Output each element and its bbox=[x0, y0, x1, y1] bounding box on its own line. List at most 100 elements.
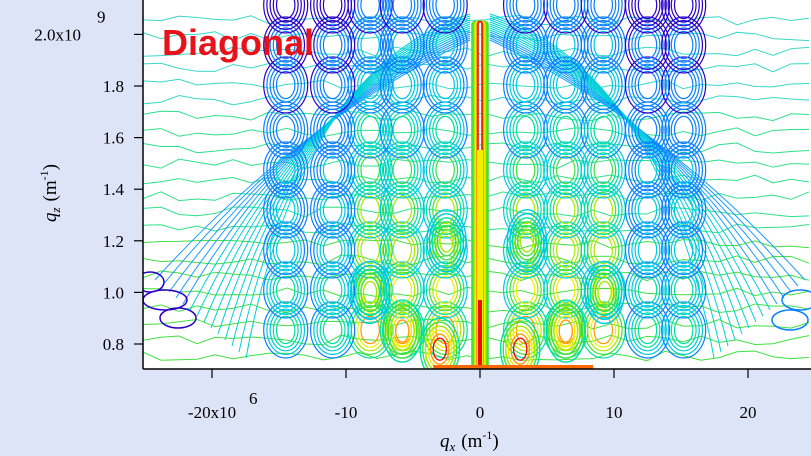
contour-line bbox=[555, 195, 576, 225]
contour-line bbox=[357, 0, 384, 23]
y-tick-label: 1.2 bbox=[103, 232, 124, 251]
contour-line bbox=[310, 56, 356, 114]
contour-line bbox=[322, 275, 343, 305]
contour-line bbox=[552, 152, 579, 188]
contour-line bbox=[382, 59, 422, 110]
peak-contour bbox=[392, 315, 413, 347]
contour-line bbox=[587, 0, 620, 27]
contour-line bbox=[432, 27, 459, 63]
contour-line bbox=[435, 195, 455, 225]
contour-line bbox=[266, 59, 306, 110]
contour-line bbox=[386, 0, 419, 27]
peak-contour bbox=[512, 337, 528, 361]
peak-contour bbox=[545, 299, 587, 363]
contour-line bbox=[637, 155, 658, 185]
contour-line bbox=[555, 235, 576, 265]
contour-line bbox=[515, 275, 536, 305]
contour-line bbox=[379, 141, 425, 199]
contour-line bbox=[266, 305, 306, 356]
contour-line bbox=[379, 261, 425, 319]
contour-line bbox=[634, 0, 661, 23]
peak-contour bbox=[555, 315, 576, 347]
y-axis-label: qz(m-1) bbox=[37, 164, 63, 222]
contour-line bbox=[590, 27, 617, 63]
contour-line bbox=[357, 67, 384, 103]
contour-line bbox=[322, 70, 343, 100]
contour-line bbox=[593, 115, 614, 145]
contour-line bbox=[357, 232, 384, 268]
contour-line bbox=[664, 265, 704, 316]
contour-line bbox=[319, 272, 346, 308]
y-tick-label: 1.8 bbox=[103, 77, 124, 96]
contour-line bbox=[587, 188, 620, 232]
peak-contour bbox=[426, 209, 467, 273]
contour-line bbox=[664, 305, 704, 356]
peak-contour bbox=[499, 317, 541, 369]
contour-line bbox=[781, 289, 811, 311]
contour-line bbox=[428, 228, 462, 272]
contour-line bbox=[670, 27, 697, 63]
peak-contour bbox=[436, 225, 457, 257]
contour-line bbox=[143, 94, 810, 106]
contour-line bbox=[386, 228, 419, 272]
contour-line bbox=[661, 0, 707, 34]
contour-line bbox=[515, 0, 536, 20]
contour-line bbox=[263, 56, 309, 114]
peak-contour bbox=[434, 221, 460, 261]
contour-line bbox=[275, 30, 296, 60]
contour-line bbox=[624, 301, 671, 359]
contour-line bbox=[590, 0, 617, 23]
contour-line bbox=[670, 272, 697, 308]
contour-line bbox=[143, 350, 810, 362]
contour-line bbox=[661, 141, 707, 199]
contour-line bbox=[435, 30, 455, 60]
peak-contour bbox=[505, 325, 536, 369]
contour-line bbox=[634, 272, 661, 308]
peak-contour bbox=[381, 299, 423, 363]
contour-line bbox=[379, 16, 425, 74]
contour-line bbox=[392, 195, 413, 225]
contour-line bbox=[360, 315, 380, 345]
contour-line bbox=[272, 0, 299, 23]
contour-line bbox=[425, 145, 465, 196]
contour-line bbox=[319, 67, 346, 103]
contour-line bbox=[231, 17, 471, 347]
contour-line bbox=[667, 148, 700, 192]
contour-line bbox=[509, 63, 542, 107]
contour-line bbox=[667, 188, 700, 232]
contour-line bbox=[512, 312, 539, 348]
contour-line bbox=[435, 0, 455, 20]
peak-contour bbox=[550, 307, 581, 355]
peak-contour bbox=[548, 303, 584, 359]
contour-line bbox=[360, 155, 380, 185]
contour-line bbox=[634, 232, 661, 268]
contour-line bbox=[316, 228, 349, 272]
peak-contour bbox=[597, 280, 612, 305]
contour-line bbox=[673, 235, 694, 265]
contour-line bbox=[624, 141, 671, 199]
contour-line bbox=[382, 145, 422, 196]
contour-line bbox=[379, 221, 425, 279]
contour-line bbox=[322, 30, 343, 60]
contour-line bbox=[631, 0, 664, 27]
contour-line bbox=[667, 228, 700, 272]
contour-line bbox=[515, 70, 536, 100]
contour-line bbox=[583, 145, 623, 196]
contour-line bbox=[379, 181, 425, 239]
contour-line bbox=[509, 148, 542, 192]
contour-line bbox=[275, 0, 296, 20]
peak-contour bbox=[584, 260, 625, 325]
contour-line bbox=[587, 308, 620, 352]
contour-line bbox=[509, 308, 542, 352]
peak-contour bbox=[514, 221, 540, 261]
contour-line bbox=[661, 221, 707, 279]
contour-line bbox=[269, 308, 302, 352]
contour-line bbox=[552, 67, 579, 103]
y-axis-ticks: 0.8 1.0 1.2 1.4 1.6 1.8 2.0x10 9 bbox=[34, 7, 143, 354]
contour-line bbox=[316, 0, 349, 27]
contour-line bbox=[515, 30, 536, 60]
contour-line bbox=[143, 222, 810, 234]
x-tick-label: 20 bbox=[740, 403, 757, 422]
contour-line bbox=[316, 23, 349, 67]
contour-line bbox=[515, 195, 536, 225]
